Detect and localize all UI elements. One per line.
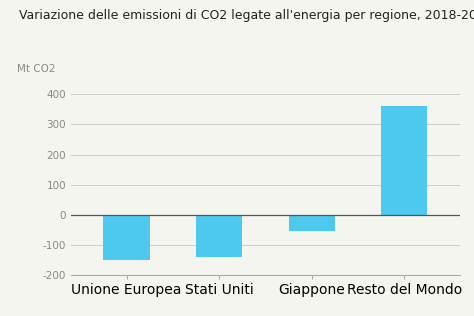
Bar [381,106,428,215]
Bar [196,215,242,257]
Text: Variazione delle emissioni di CO2 legate all'energia per regione, 2018-2019: Variazione delle emissioni di CO2 legate… [19,9,474,22]
Text: Mt CO2: Mt CO2 [17,64,55,74]
Bar [103,215,150,260]
Bar [289,215,335,231]
